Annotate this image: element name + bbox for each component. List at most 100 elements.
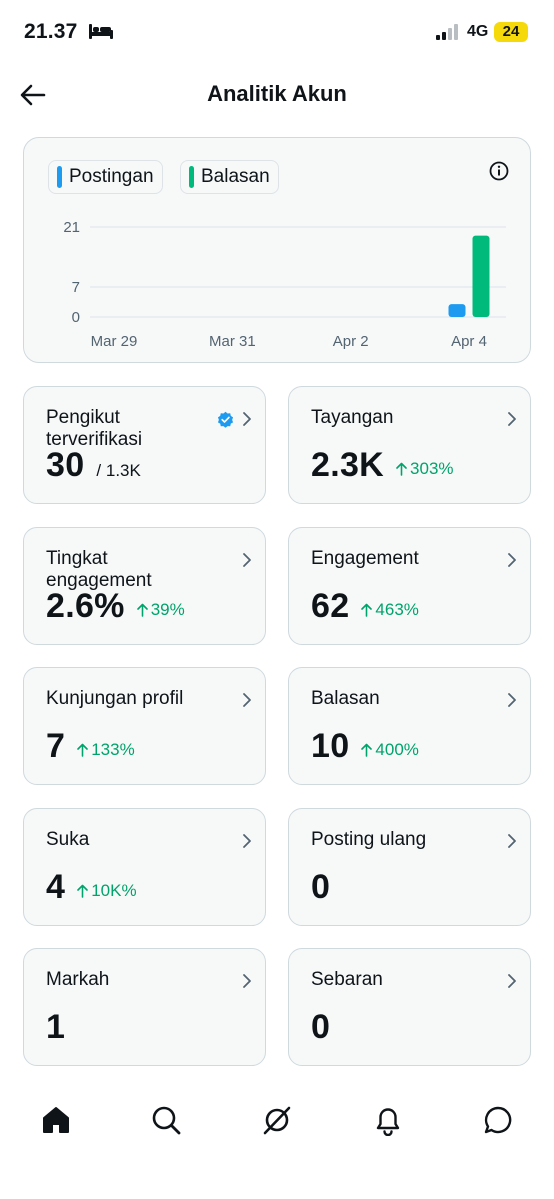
chevron-right-icon (508, 693, 516, 707)
x-tick-label: Apr 4 (451, 333, 487, 350)
signal-icon (436, 24, 458, 40)
arrow-up-icon (136, 603, 148, 617)
y-tick-label: 21 (63, 219, 80, 236)
stat-value: 62 (311, 587, 350, 625)
chevron-right-icon (508, 412, 516, 426)
status-time: 21.37 (24, 20, 78, 43)
stat-card[interactable]: Posting ulang 0 (288, 808, 531, 926)
stat-value: 30 (46, 446, 85, 484)
chevron-right-icon (243, 553, 251, 567)
stat-value-row: 7 133% (46, 727, 135, 766)
stat-change: 463% (361, 600, 419, 620)
stat-card[interactable]: Tingkat engagement 2.6% 39% (23, 527, 266, 645)
arrow-up-icon (361, 743, 373, 757)
stat-card[interactable]: Tayangan 2.3K 303% (288, 386, 531, 504)
y-tick-label: 7 (72, 279, 80, 296)
stat-card[interactable]: Markah 1 (23, 948, 266, 1066)
stat-card[interactable]: Balasan 10 400% (288, 667, 531, 785)
chevron-right-icon (508, 553, 516, 567)
stat-change-value: 10K% (91, 881, 137, 900)
nav-messages[interactable] (480, 1102, 516, 1138)
nav-notifications[interactable] (370, 1102, 406, 1138)
stat-label: Posting ulang (311, 829, 427, 850)
stat-value: 2.3K (311, 446, 385, 484)
stat-card[interactable]: Engagement 62 463% (288, 527, 531, 645)
chevron-right-icon (243, 834, 251, 848)
x-tick-label: Mar 31 (209, 333, 256, 350)
info-icon[interactable] (488, 160, 510, 182)
chevron-right-icon (508, 834, 516, 848)
nav-search[interactable] (148, 1102, 184, 1138)
stat-value-row: 2.6% 39% (46, 587, 185, 626)
grok-icon (263, 1106, 291, 1135)
sleep-focus-icon (89, 24, 113, 39)
stat-change: 400% (361, 740, 419, 760)
stat-value-row: 2.3K 303% (311, 446, 454, 485)
legend-swatch-postingan (57, 166, 62, 188)
stat-label: Sebaran (311, 969, 383, 990)
nav-grok[interactable] (259, 1102, 295, 1138)
stat-label: Engagement (311, 548, 419, 569)
stat-value: 7 (46, 727, 66, 765)
stat-change-value: 39% (150, 600, 185, 619)
stat-value: 10 (311, 727, 350, 765)
stat-value-row: 62 463% (311, 587, 419, 626)
chevron-right-icon (243, 974, 251, 988)
stat-value: 2.6% (46, 587, 125, 625)
nav-home[interactable] (38, 1102, 74, 1138)
bar-postingan (448, 304, 466, 317)
stat-change: 303% (396, 459, 454, 479)
messages-icon (484, 1106, 512, 1134)
stat-card[interactable]: Kunjungan profil 7 133% (23, 667, 266, 785)
stat-value-row: 0 (311, 868, 330, 907)
stat-change: 39% (136, 600, 185, 620)
battery-level: 24 (494, 22, 528, 42)
stat-label: Pengikut terverifikasi (46, 407, 143, 450)
home-icon (43, 1107, 69, 1133)
stat-change-value: 133% (91, 740, 135, 759)
stat-label: Balasan (311, 688, 380, 709)
bottom-nav (0, 1090, 554, 1150)
search-icon (152, 1106, 181, 1135)
stat-label: Tayangan (311, 407, 394, 428)
stat-value: 4 (46, 868, 66, 906)
stat-change: 133% (77, 740, 135, 760)
legend-label: Postingan (69, 166, 154, 187)
legend-swatch-balasan (189, 166, 194, 188)
bar-balasan (472, 235, 490, 317)
stat-change-value: 400% (375, 740, 419, 759)
stat-value-row: 10 400% (311, 727, 419, 766)
legend-label: Balasan (201, 166, 270, 187)
chart-card: Postingan Balasan 0 7 21 Mar 29 Mar 31 Apr 2 A… (23, 137, 531, 363)
x-tick-label: Apr 2 (333, 333, 369, 350)
stat-change-value: 303% (410, 459, 454, 478)
x-tick-label: Mar 29 (91, 333, 138, 350)
stat-value: 0 (311, 1008, 331, 1046)
legend-balasan[interactable]: Balasan (180, 160, 279, 194)
stat-value: 0 (311, 868, 331, 906)
stat-label: Markah (46, 969, 110, 990)
arrow-left-icon (20, 84, 46, 106)
stat-card[interactable]: Sebaran 0 (288, 948, 531, 1066)
arrow-up-icon (77, 743, 89, 757)
stat-total: / 1.3K (96, 461, 141, 480)
chevron-right-icon (243, 412, 251, 426)
stat-card[interactable]: Suka 4 10K% (23, 808, 266, 926)
stat-value-row: 30 / 1.3K (46, 446, 141, 485)
chevron-right-icon (508, 974, 516, 988)
back-button[interactable] (18, 80, 48, 110)
stat-value-row: 0 (311, 1008, 330, 1047)
stat-value-row: 1 (46, 1008, 65, 1047)
network-type: 4G (467, 23, 489, 40)
stat-value: 1 (46, 1008, 66, 1046)
stat-card[interactable]: Pengikut terverifikasi 30 / 1.3K (23, 386, 266, 504)
status-bar: 21.37 4G 24 (0, 0, 554, 64)
bar-chart: 0 7 21 Mar 29 Mar 31 Apr 2 Apr 4 (63, 219, 506, 350)
page-title: Analitik Akun (207, 81, 347, 106)
stat-label: Tingkat engagement (46, 548, 152, 591)
bell-icon (376, 1108, 400, 1136)
stat-label: Suka (46, 829, 90, 850)
arrow-up-icon (77, 884, 89, 898)
legend-postingan[interactable]: Postingan (48, 160, 163, 194)
stat-value-row: 4 10K% (46, 868, 137, 907)
